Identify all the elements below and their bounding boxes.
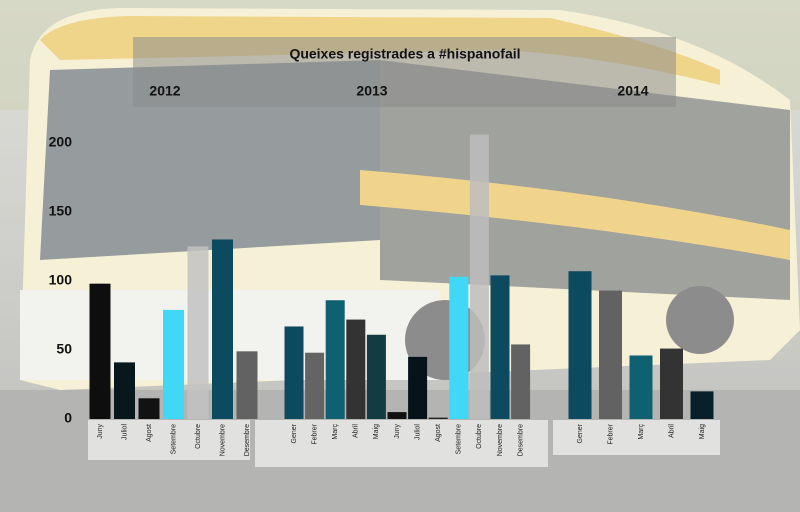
x-tick-label: Gener [577,423,584,443]
bar [89,283,111,419]
bar [284,326,304,419]
y-tick-label: 50 [56,341,72,357]
x-tick-label: Febrer [607,423,614,444]
x-tick-label: Desembre [517,424,524,456]
bar [428,417,448,419]
bar [660,348,683,419]
bar [163,309,184,419]
bar [212,239,233,419]
x-tick-label: Maig [699,424,706,439]
x-tick-label: Octubre [195,424,202,449]
y-tick-label: 200 [49,134,73,150]
x-tick-label: Abril [353,424,360,438]
bar [325,300,345,419]
group-label: 2014 [617,83,648,99]
label-panel [255,420,548,467]
x-tick-label: Maig [373,424,380,439]
label-panel [553,420,720,455]
x-tick-label: Agost [435,424,442,442]
bar [511,344,531,419]
x-tick-label: Octubre [476,424,483,449]
bar [305,352,325,419]
group-label: 2012 [149,83,180,99]
bar [408,356,428,419]
group-label: 2013 [356,83,387,99]
x-tick-label: Agost [146,424,153,442]
chart-title: Queixes registrades a #hispanofail [289,46,520,62]
bar [114,362,135,419]
bar [138,398,160,419]
bar [187,246,209,419]
x-tick-label: Desembre [244,424,251,456]
x-tick-label: Setembre [170,424,177,454]
x-tick-label: Març [332,424,339,440]
y-tick-label: 0 [64,410,72,426]
y-tick-label: 100 [49,272,73,288]
bar [629,355,653,419]
bar [387,412,407,419]
x-tick-label: Juny [394,424,401,439]
bar [236,351,258,419]
x-tick-label: Novembre [497,424,504,456]
x-tick-label: Gener [291,423,298,443]
bar [690,391,714,419]
y-tick-label: 150 [49,203,73,219]
bar [366,334,386,419]
x-tick-label: Febrer [311,423,318,444]
bar [449,276,469,419]
bar [599,290,622,419]
x-tick-label: Abril [668,424,675,438]
bar [469,134,489,419]
bar [346,319,366,419]
label-panel [88,420,250,460]
x-tick-label: Juliol [121,424,128,440]
title-panel [133,37,676,107]
x-tick-label: Juny [97,424,104,439]
x-tick-label: Setembre [456,424,463,454]
x-tick-label: Juliol [414,424,421,440]
x-tick-label: Març [638,424,645,440]
bar [568,271,592,419]
bar [490,275,510,419]
x-tick-label: Novembre [219,424,226,456]
